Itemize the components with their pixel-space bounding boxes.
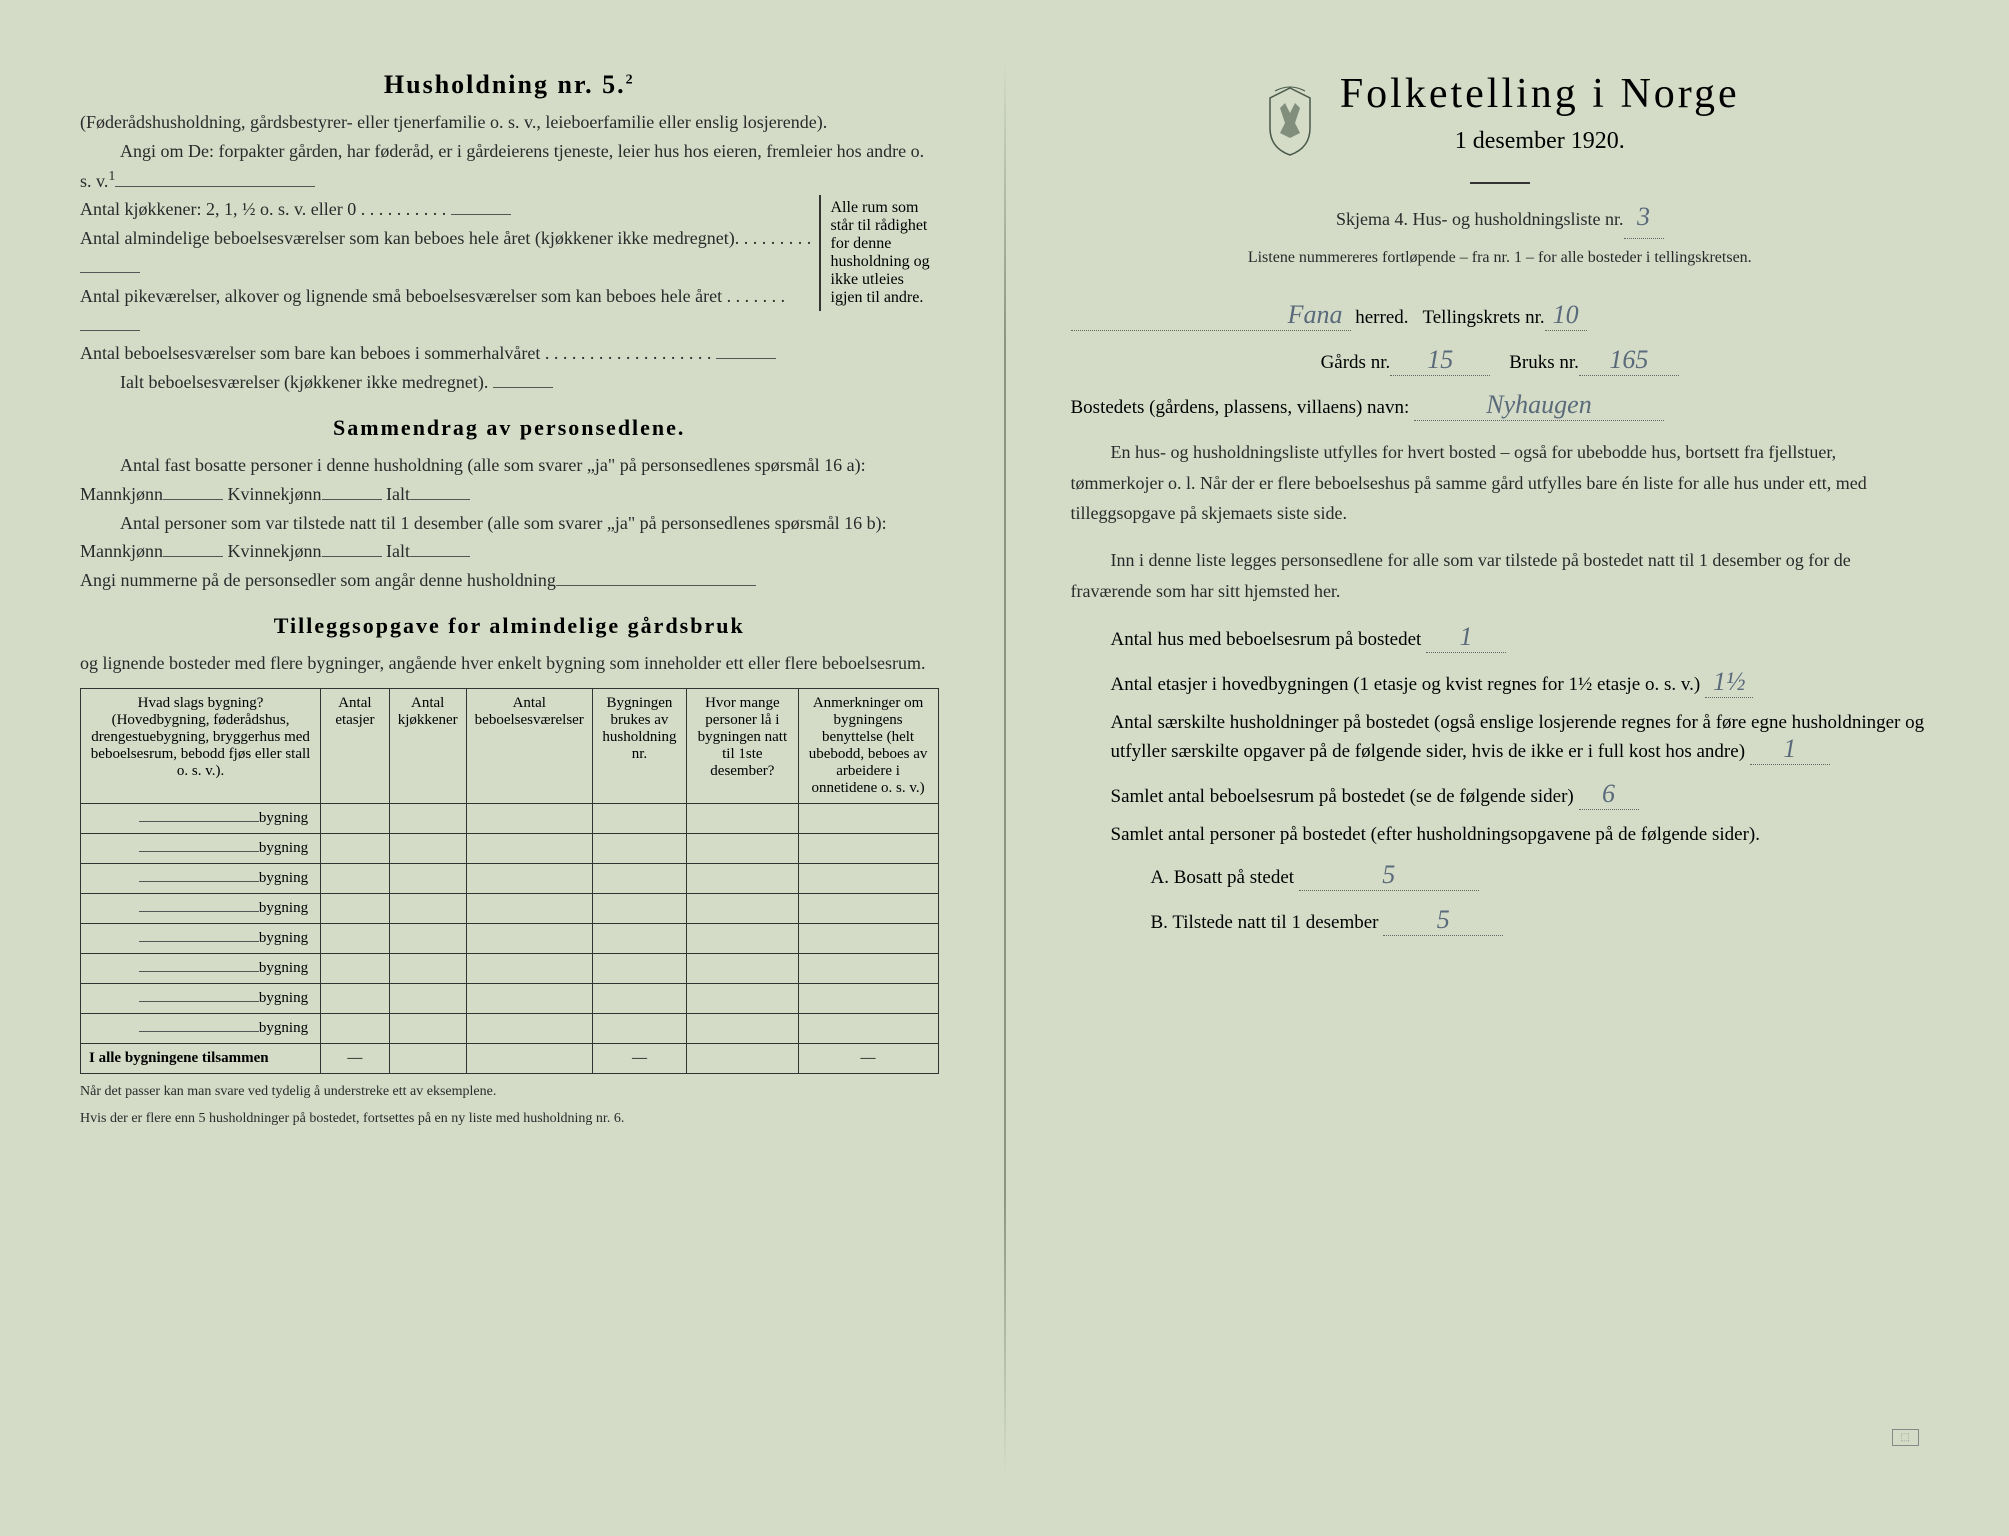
table-row: bygning xyxy=(81,983,939,1013)
bracket-note: Alle rum som står til rådighet for denne… xyxy=(819,195,939,311)
tillegg-heading: Tilleggsopgave for almindelige gårdsbruk xyxy=(80,613,939,639)
q2: Antal etasjer i hovedbygningen (1 etasje… xyxy=(1111,667,1930,698)
intro-2: Angi om De: forpakter gården, har føderå… xyxy=(80,137,939,196)
th-0: Hvad slags bygning? (Hovedbygning, føder… xyxy=(81,688,321,803)
table-row: bygning xyxy=(81,923,939,953)
table-row: bygning xyxy=(81,893,939,923)
gards-line: Gårds nr.15 Bruks nr.165 xyxy=(1071,345,1930,376)
q3: Antal særskilte husholdninger på bostede… xyxy=(1111,712,1930,765)
table-row-total: I alle bygningene tilsammen——— xyxy=(81,1043,939,1073)
th-6: Anmerkninger om bygningens benyttelse (h… xyxy=(798,688,938,803)
q4: Samlet antal beboelsesrum på bostedet (s… xyxy=(1111,779,1930,810)
th-4: Bygningen brukes av husholdning nr. xyxy=(592,688,686,803)
sammendrag-1: Antal fast bosatte personer i denne hush… xyxy=(80,451,939,509)
kitchen-line: Antal kjøkkener: 2, 1, ½ o. s. v. eller … xyxy=(80,195,819,224)
rooms-3: Antal beboelsesværelser som bare kan beb… xyxy=(80,339,819,368)
printer-stamp: ⬚ xyxy=(1892,1429,1919,1446)
title-area: Folketelling i Norge 1 desember 1920. Sk… xyxy=(1071,70,1930,270)
left-page: Husholdning nr. 5.2 (Føderådshusholdning… xyxy=(30,40,1004,1496)
intro-1: (Føderådshusholdning, gårdsbestyrer- ell… xyxy=(80,108,939,137)
th-3: Antal beboelsesværelser xyxy=(466,688,592,803)
coat-of-arms-icon xyxy=(1260,83,1320,158)
footnote-2: Hvis der er flere enn 5 husholdninger på… xyxy=(80,1109,939,1129)
q1: Antal hus med beboelsesrum på bostedet 1 xyxy=(1111,622,1930,653)
listene-note: Listene nummereres fortløpende – fra nr.… xyxy=(1071,245,1930,271)
skjema-line: Skjema 4. Hus- og husholdningsliste nr.3 xyxy=(1071,196,1930,239)
rooms-block: Antal kjøkkener: 2, 1, ½ o. s. v. eller … xyxy=(80,195,939,397)
th-1: Antal etasjer xyxy=(321,688,390,803)
sub-title: 1 desember 1920. xyxy=(1340,128,1740,155)
table-row: bygning xyxy=(81,863,939,893)
title-rule xyxy=(1470,182,1530,184)
q5b: B. Tilstede natt til 1 desember 5 xyxy=(1151,905,1930,936)
tillegg-intro: og lignende bosteder med flere bygninger… xyxy=(80,649,939,678)
table-row: bygning xyxy=(81,803,939,833)
main-title: Folketelling i Norge xyxy=(1340,70,1740,118)
footnote-1: Når det passer kan man svare ved tydelig… xyxy=(80,1082,939,1102)
table-row: bygning xyxy=(81,1013,939,1043)
q5a: A. Bosatt på stedet 5 xyxy=(1151,860,1930,891)
bygning-table: Hvad slags bygning? (Hovedbygning, føder… xyxy=(80,688,939,1074)
table-row: bygning xyxy=(81,953,939,983)
bosted-line: Bostedets (gårdens, plassens, villaens) … xyxy=(1071,390,1930,421)
sammendrag-heading: Sammendrag av personsedlene. xyxy=(80,415,939,441)
para-1: En hus- og husholdningsliste utfylles fo… xyxy=(1071,437,1930,529)
rooms-1: Antal almindelige beboelsesværelser som … xyxy=(80,224,819,282)
sammendrag-2: Antal personer som var tilstede natt til… xyxy=(80,509,939,567)
right-page: Folketelling i Norge 1 desember 1920. Sk… xyxy=(1006,40,1980,1496)
q5: Samlet antal personer på bostedet (efter… xyxy=(1111,824,1930,846)
para-2: Inn i denne liste legges personsedlene f… xyxy=(1071,545,1930,606)
rooms-2: Antal pikeværelser, alkover og lignende … xyxy=(80,282,819,340)
table-row: bygning xyxy=(81,833,939,863)
rooms-total: Ialt beboelsesværelser (kjøkkener ikke m… xyxy=(80,368,819,397)
th-2: Antal kjøkkener xyxy=(389,688,466,803)
herred-line: Fana herred. Tellingskrets nr.10 xyxy=(1071,300,1930,331)
angi-nummerne: Angi nummerne på de personsedler som ang… xyxy=(80,566,939,595)
husholdning-heading: Husholdning nr. 5.2 xyxy=(80,70,939,100)
th-5: Hvor mange personer lå i bygningen natt … xyxy=(687,688,798,803)
